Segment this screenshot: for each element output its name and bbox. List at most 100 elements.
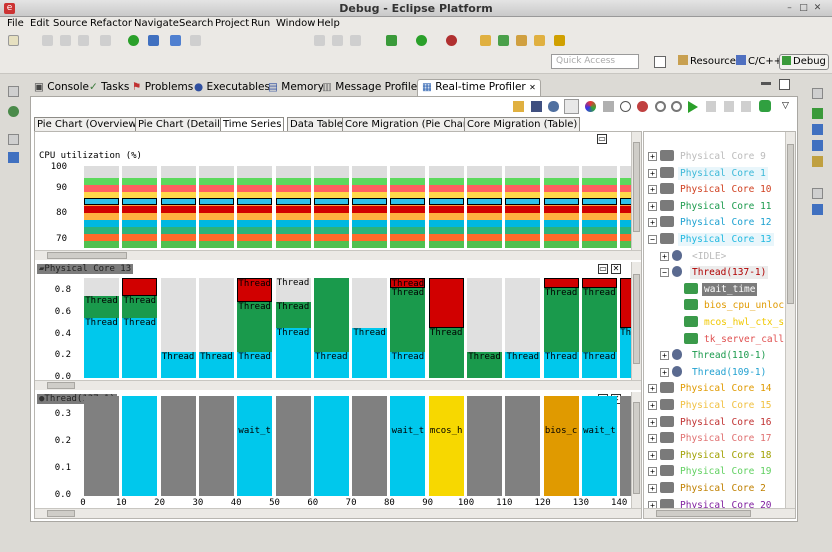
open-perspective-icon[interactable] xyxy=(654,56,666,68)
expand-icon[interactable]: + xyxy=(660,367,669,377)
expand-icon[interactable]: + xyxy=(648,218,657,228)
build-icon[interactable] xyxy=(100,35,111,46)
menu-edit[interactable]: Edit xyxy=(30,18,50,29)
tree-item[interactable]: tk_server_call xyxy=(644,331,784,347)
chart-maximize-icon[interactable]: ▭ xyxy=(597,134,607,144)
record-icon[interactable] xyxy=(637,101,648,112)
restore-icon[interactable] xyxy=(8,86,19,97)
tree-vscroll[interactable] xyxy=(785,132,795,508)
expand-icon[interactable]: + xyxy=(648,417,657,427)
outline-icon[interactable] xyxy=(8,152,19,163)
tab-core-migration-pie[interactable]: Core Migration (Pie Chart) xyxy=(342,117,478,131)
core13-close-icon[interactable]: ✕ xyxy=(611,264,621,274)
restore-icon-2[interactable] xyxy=(8,134,19,145)
color-icon[interactable] xyxy=(585,101,596,112)
tree-item[interactable]: + Physical Core 1 xyxy=(644,165,784,181)
tree-item[interactable]: + Thread(109-1) xyxy=(644,364,784,380)
tab-message-profiler[interactable]: ▥ Message Profiler xyxy=(322,80,422,96)
tab-pie-overview[interactable]: Pie Chart (Overview) xyxy=(34,117,144,131)
tree-item[interactable]: mcos_hwl_ctx_swit xyxy=(644,314,784,330)
menu-help[interactable]: Help xyxy=(317,18,340,29)
menu-source[interactable]: Source xyxy=(53,18,88,29)
expand-icon[interactable]: + xyxy=(648,401,657,410)
collapse-icon[interactable]: − xyxy=(660,268,669,278)
variables-icon[interactable] xyxy=(812,108,823,119)
zoom-out-icon[interactable] xyxy=(671,101,682,112)
perspective-resource[interactable]: Resource xyxy=(676,54,738,70)
stop-icon[interactable] xyxy=(741,101,751,112)
tree-item[interactable]: − Physical Core 13 xyxy=(644,231,784,247)
tree-item[interactable]: − Thread(137-1) xyxy=(644,264,784,280)
menu-project[interactable]: Project xyxy=(215,18,250,29)
tab-executables[interactable]: ● Executables xyxy=(194,80,270,96)
expand-icon[interactable]: + xyxy=(648,484,657,493)
maximize-view-icon[interactable] xyxy=(779,79,790,90)
link-icon[interactable] xyxy=(603,101,614,112)
close-icon[interactable]: ✕ xyxy=(813,3,822,13)
tree-item[interactable]: + Physical Core 2 xyxy=(644,480,784,496)
terminate-icon[interactable] xyxy=(350,35,361,46)
menu-refactor[interactable]: Refactor xyxy=(90,18,132,29)
expand-icon[interactable]: + xyxy=(660,251,669,261)
tab-pie-details[interactable]: Pie Chart (Details) xyxy=(135,117,233,131)
restore-right-icon-2[interactable] xyxy=(812,188,823,199)
pen-icon[interactable] xyxy=(554,35,565,46)
expand-icon[interactable]: + xyxy=(648,201,657,211)
external-tools-icon[interactable] xyxy=(446,35,457,46)
tree-item[interactable]: + Physical Core 19 xyxy=(644,463,784,479)
new-icon[interactable] xyxy=(8,35,19,46)
play-icon[interactable] xyxy=(688,101,698,113)
breakpoints-icon[interactable] xyxy=(812,124,823,135)
tree-item[interactable]: + Physical Core 15 xyxy=(644,397,784,413)
outline-right-icon[interactable] xyxy=(812,204,823,215)
save-all-icon[interactable] xyxy=(60,35,71,46)
modules-icon[interactable] xyxy=(812,156,823,167)
expand-icon[interactable]: + xyxy=(660,351,669,361)
expand-icon[interactable]: + xyxy=(648,185,657,195)
tab-console[interactable]: ▣ Console xyxy=(34,80,89,96)
tree-item[interactable]: + Physical Core 17 xyxy=(644,430,784,446)
tab-memory[interactable]: ▤ Memory xyxy=(268,80,324,96)
quick-access-input[interactable]: Quick Access xyxy=(551,54,639,69)
step-forward-icon[interactable] xyxy=(706,101,716,112)
tab-close-icon[interactable]: ✕ xyxy=(529,83,536,92)
expand-icon[interactable]: + xyxy=(648,450,657,460)
clock-icon[interactable] xyxy=(620,101,631,112)
restore-right-icon[interactable] xyxy=(812,88,823,99)
open-type-icon[interactable] xyxy=(498,35,509,46)
tree-item[interactable]: + Thread(110-1) xyxy=(644,347,784,363)
tree-hscroll[interactable] xyxy=(644,508,795,518)
expand-icon[interactable]: + xyxy=(648,467,657,477)
cpu-util-vscroll[interactable] xyxy=(631,132,641,250)
core13-hscroll[interactable] xyxy=(35,380,641,390)
expand-icon[interactable]: + xyxy=(648,152,657,161)
tree-item[interactable]: + Physical Core 14 xyxy=(644,380,784,396)
tree-item[interactable]: + Physical Core 18 xyxy=(644,447,784,463)
folder-icon[interactable] xyxy=(534,35,545,46)
resume-disabled-icon[interactable] xyxy=(314,35,325,46)
expand-icon[interactable]: + xyxy=(648,434,657,444)
registers-icon[interactable] xyxy=(812,140,823,151)
core13-vscroll[interactable] xyxy=(631,262,641,380)
shield-icon[interactable] xyxy=(759,100,771,112)
view-menu-icon[interactable]: ▽ xyxy=(782,101,789,111)
tree-item[interactable]: + Physical Core 11 xyxy=(644,198,784,214)
step-icon[interactable] xyxy=(148,35,159,46)
collapse-icon[interactable]: − xyxy=(648,235,657,244)
cpu-util-hscroll[interactable] xyxy=(35,250,641,260)
tab-realtime-profiler[interactable]: ▦ Real-time Profiler ✕ xyxy=(417,79,541,97)
menu-window[interactable]: Window xyxy=(276,18,316,29)
debug-icon[interactable] xyxy=(386,35,397,46)
thread-vscroll[interactable] xyxy=(631,392,641,508)
expand-icon[interactable]: + xyxy=(648,168,657,178)
tab-tasks[interactable]: ✓ Tasks xyxy=(89,80,129,96)
menu-search[interactable]: Search xyxy=(179,18,214,29)
chart-mode-icon[interactable] xyxy=(564,99,579,114)
tab-data-table[interactable]: Data Table xyxy=(287,117,346,131)
zoom-in-icon[interactable] xyxy=(655,101,666,112)
skip-breakpoints-icon[interactable] xyxy=(170,35,181,46)
user-icon[interactable] xyxy=(548,101,559,112)
tree-item[interactable]: wait_time xyxy=(644,281,784,297)
tab-problems[interactable]: ⚑ Problems xyxy=(132,80,193,96)
minimize-view-icon[interactable] xyxy=(761,82,771,85)
